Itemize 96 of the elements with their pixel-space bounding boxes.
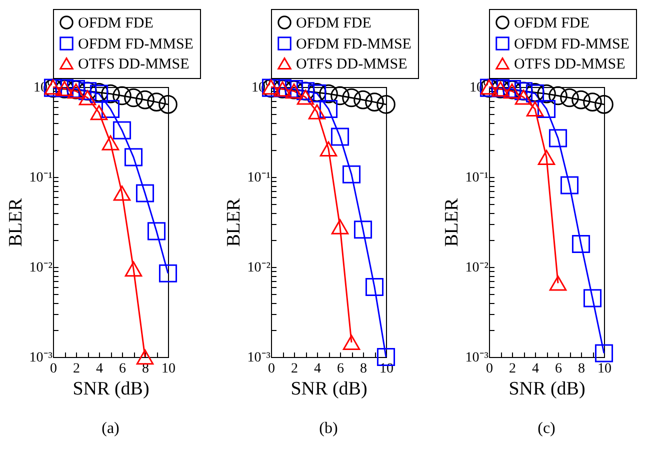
point: [330, 86, 350, 106]
x-tick-label: 8: [360, 362, 367, 376]
point: [560, 88, 579, 108]
point: [594, 344, 614, 362]
x-tick-label: 6: [555, 362, 562, 376]
point: [572, 235, 590, 254]
legend-label: OFDM FD-MMSE: [78, 36, 194, 52]
point: [158, 95, 178, 114]
y-tick-label: 10⁻²: [247, 260, 270, 276]
point: [147, 92, 166, 112]
point: [331, 219, 349, 234]
y-tick-label: 10⁻³: [29, 350, 52, 366]
legend-label: OFDM FD-MMSE: [296, 36, 412, 52]
point: [538, 150, 556, 165]
point: [320, 141, 338, 157]
point: [365, 92, 384, 112]
point: [330, 128, 350, 146]
point: [572, 90, 590, 110]
y-axis-title: BLER: [223, 198, 244, 247]
point: [285, 84, 303, 99]
point: [560, 176, 579, 194]
point: [78, 90, 96, 106]
point: [526, 101, 544, 117]
x-tick-label: 10: [598, 362, 612, 376]
x-tick-label: 2: [73, 362, 80, 376]
point: [147, 222, 166, 240]
point: [112, 86, 132, 106]
legend-label: OTFS DD-MMSE: [78, 56, 190, 72]
x-tick-label: 6: [119, 362, 126, 376]
y-tick-label: 10⁻¹: [465, 170, 488, 186]
text: (c): [538, 420, 556, 437]
point: [296, 90, 314, 105]
point: [101, 100, 120, 118]
text: (b): [319, 420, 338, 437]
y-tick-label: 10⁻³: [465, 350, 488, 366]
point: [342, 334, 360, 350]
point: [354, 220, 372, 239]
x-axis-title: SNR (dB): [508, 378, 586, 400]
point: [124, 148, 143, 166]
y-tick-label: 10⁻¹: [29, 170, 52, 186]
point: [158, 264, 178, 282]
legend-label: OFDM FD-MMSE: [514, 36, 630, 52]
point: [319, 100, 338, 118]
point: [537, 84, 556, 104]
point: [514, 90, 532, 105]
point: [354, 90, 372, 110]
text: (a): [102, 420, 120, 437]
x-tick-label: 6: [337, 362, 344, 376]
legend-label: OFDM FDE: [514, 16, 590, 32]
point: [124, 88, 143, 108]
point: [376, 95, 396, 114]
y-axis-title: BLER: [5, 198, 26, 247]
point: [101, 84, 120, 104]
point: [124, 261, 142, 277]
x-tick-label: 0: [486, 362, 493, 376]
point: [102, 135, 120, 150]
x-tick-label: 0: [268, 362, 275, 376]
point: [342, 165, 361, 184]
x-tick-label: 10: [162, 362, 176, 376]
point: [549, 276, 567, 291]
x-axis-title: SNR (dB): [72, 378, 150, 400]
y-tick-label: 10⁻²: [465, 260, 488, 276]
x-tick-label: 4: [314, 362, 321, 376]
y-tick-label: 10⁻³: [247, 350, 270, 366]
point: [583, 289, 602, 308]
point: [319, 84, 338, 104]
x-axis-title: SNR (dB): [290, 378, 368, 400]
legend-label: OFDM FDE: [296, 16, 372, 32]
point: [503, 84, 521, 99]
point: [548, 86, 568, 106]
point: [583, 92, 602, 112]
point: [113, 186, 131, 201]
legend-label: OTFS DD-MMSE: [514, 56, 626, 72]
x-tick-label: 0: [50, 362, 57, 376]
y-axis-title: BLER: [441, 198, 462, 247]
legend-label: OTFS DD-MMSE: [296, 56, 408, 72]
point: [342, 88, 361, 108]
x-tick-label: 2: [509, 362, 516, 376]
x-tick-label: 4: [96, 362, 103, 376]
point: [90, 104, 108, 120]
x-tick-label: 4: [532, 362, 539, 376]
point: [537, 100, 556, 118]
point: [112, 121, 132, 140]
y-tick-label: 10⁻²: [29, 260, 52, 276]
point: [594, 95, 614, 114]
y-tick-label: 10⁻¹: [247, 170, 270, 186]
point: [308, 104, 326, 120]
point: [365, 278, 384, 296]
point: [136, 184, 154, 202]
x-tick-label: 8: [578, 362, 585, 376]
x-tick-label: 2: [291, 362, 298, 376]
point: [136, 90, 154, 110]
legend-label: OFDM FDE: [78, 16, 154, 32]
point: [136, 349, 154, 365]
point: [67, 84, 85, 99]
point: [548, 129, 568, 148]
